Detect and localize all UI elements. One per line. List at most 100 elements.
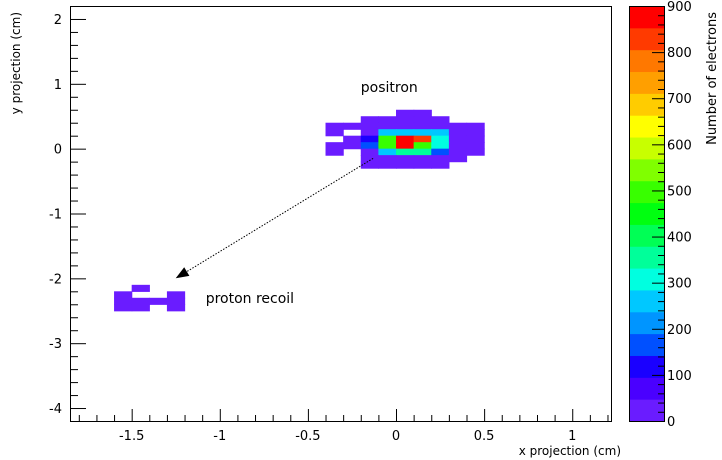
color-scale-swatch <box>629 49 664 73</box>
plot-frame <box>70 6 612 422</box>
heatmap-cell <box>413 142 432 150</box>
heatmap-cell <box>413 122 432 130</box>
heatmap-cell <box>396 161 415 169</box>
heatmap-cell <box>431 116 450 124</box>
color-scale-swatch <box>629 246 664 269</box>
heatmap-cell <box>448 148 468 156</box>
color-scale-bar <box>629 6 665 422</box>
heatmap-cell <box>396 116 415 124</box>
heatmap-cell <box>166 291 186 299</box>
color-scale-swatch <box>629 27 664 51</box>
heatmap-cell <box>413 135 432 143</box>
z-tick-label: 300 <box>667 277 692 292</box>
z-tick-label: 600 <box>667 138 692 153</box>
heatmap-cell <box>413 155 432 163</box>
y-tick-label: 0 <box>54 143 62 158</box>
z-tick-label: 900 <box>667 0 692 15</box>
y-tick-label: -4 <box>49 402 62 417</box>
heatmap-cell <box>378 155 397 163</box>
color-scale-swatch <box>629 224 664 247</box>
heatmap-cell <box>413 109 432 117</box>
x-axis-tick-labels: -1.5 -1 -0.5 0 0.5 1 <box>119 429 576 444</box>
heatmap-cell <box>378 129 397 137</box>
z-tick-label: 500 <box>667 184 692 199</box>
x-axis-ticks <box>78 409 609 421</box>
heatmap-cell <box>149 297 168 305</box>
heatmap-cell <box>378 161 397 169</box>
heatmap-cell <box>131 304 150 312</box>
z-tick-label: 800 <box>667 46 692 61</box>
heatmap-cell <box>360 148 379 156</box>
heatmap-cell <box>448 122 468 130</box>
color-scale-swatch <box>629 6 664 29</box>
heatmap-cell <box>396 109 415 117</box>
color-scale-title: Number of electrons <box>705 12 720 145</box>
color-scale-swatch <box>629 115 664 138</box>
heatmap-cell <box>360 122 379 130</box>
arrow-head <box>175 267 190 279</box>
color-scale-swatch <box>629 180 664 204</box>
annotation-label: proton recoil <box>206 291 294 307</box>
heatmap-cell <box>360 116 379 124</box>
heatmap-cell <box>413 116 432 124</box>
heatmap-cell <box>466 135 485 143</box>
heatmap-cell <box>360 142 379 150</box>
heatmap-cell <box>431 135 450 143</box>
y-axis-tick-labels: -4 -3 -2 -1 0 1 2 <box>49 13 62 417</box>
color-scale-swatch <box>629 71 664 94</box>
color-scale-swatch <box>629 399 664 422</box>
color-scale-swatch <box>629 158 664 182</box>
heatmap-cell <box>413 148 432 156</box>
x-tick-label: 0 <box>392 429 400 444</box>
color-scale-swatch <box>629 355 664 378</box>
heatmap-cell <box>378 116 397 124</box>
heatmap-cell <box>431 142 450 150</box>
x-axis-title: x projection (cm) <box>519 444 621 458</box>
color-scale-ticks <box>652 6 664 422</box>
heatmap-cell <box>431 148 450 156</box>
heatmap-cell <box>466 148 485 156</box>
y-axis-ticks <box>70 6 86 422</box>
z-tick-label: 700 <box>667 92 692 107</box>
heatmap-cell <box>396 135 415 143</box>
heatmap-cell <box>396 148 415 156</box>
heatmap-cell <box>448 129 468 137</box>
heatmap-cell <box>343 135 362 143</box>
heatmap-cell <box>114 291 133 299</box>
heatmap-cell <box>325 148 344 156</box>
heatmap-cell <box>413 129 432 137</box>
color-scale-swatch <box>629 333 664 356</box>
heatmap-cell <box>431 155 450 163</box>
heatmap-cell <box>431 122 450 130</box>
z-tick-label: 100 <box>667 369 692 384</box>
color-scale-swatch <box>629 311 664 335</box>
annotation-label: positron <box>361 80 418 96</box>
heatmap-cell <box>114 304 133 312</box>
z-tick-label: 200 <box>667 323 692 338</box>
heatmap-cell <box>396 122 415 130</box>
heatmap-cell <box>448 135 468 143</box>
heatmap-cell <box>466 122 485 130</box>
heatmap-cell <box>325 142 344 150</box>
heatmap-cell <box>413 161 432 169</box>
x-tick-label: 0.5 <box>474 429 495 444</box>
heatmap-cell <box>166 304 186 312</box>
heatmap-cell <box>396 142 415 150</box>
heatmap-cells <box>114 109 485 312</box>
y-tick-label: -2 <box>49 272 62 287</box>
color-scale-swatch <box>629 289 664 313</box>
color-scale-tick-labels: 0 100 200 300 400 500 600 700 800 900 <box>667 0 692 430</box>
z-tick-label: 400 <box>667 231 692 246</box>
heatmap-cell <box>360 129 379 137</box>
dotted-arrow <box>175 157 374 279</box>
heatmap-cell <box>466 129 485 137</box>
heatmap-cell <box>114 297 133 305</box>
heatmap-cell <box>325 129 344 137</box>
heatmap-cell <box>466 142 485 150</box>
y-tick-label: -1 <box>49 208 62 223</box>
heatmap-cell <box>343 142 362 150</box>
color-scale-swatch <box>629 202 664 225</box>
heatmap-cell <box>431 129 450 137</box>
heatmap-cell <box>448 142 468 150</box>
